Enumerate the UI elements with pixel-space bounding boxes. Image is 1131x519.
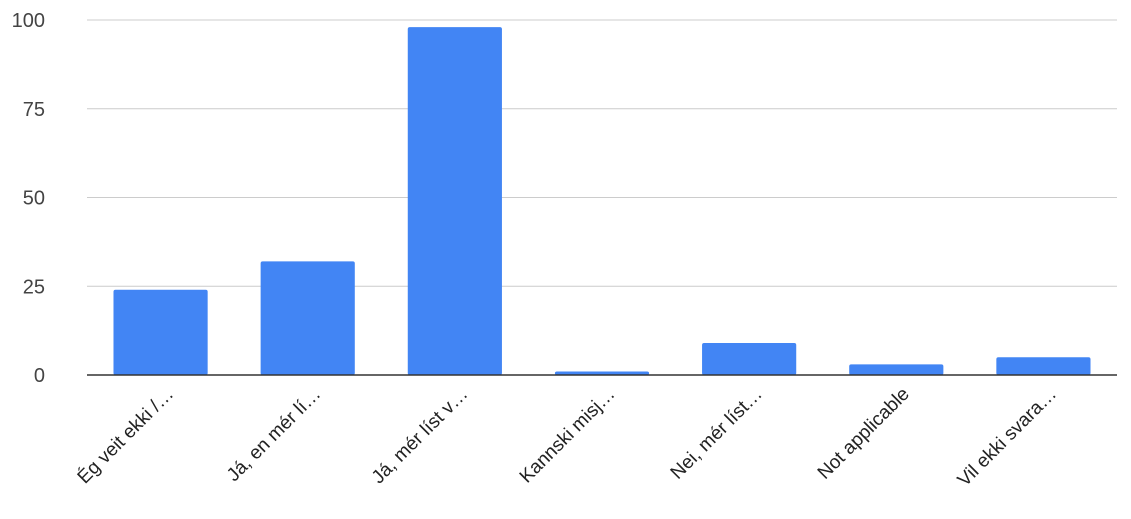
x-category-label: Ég veit ekki /…	[74, 384, 178, 488]
x-category-label: Not applicable	[814, 384, 914, 484]
y-tick-label: 0	[34, 365, 45, 387]
bar	[260, 261, 355, 375]
bar	[702, 343, 797, 375]
x-axis-labels: Ég veit ekki /… Já, en mér lí… Já, mér lís…	[74, 384, 1061, 491]
x-category-label: Nei, mér líst…	[667, 384, 767, 484]
x-category-label: Já, en mér lí…	[223, 384, 325, 486]
y-tick-label: 25	[23, 276, 45, 298]
bar	[113, 289, 208, 375]
y-tick-label: 75	[23, 99, 45, 121]
y-tick-label: 50	[23, 188, 45, 210]
bar	[554, 371, 650, 375]
bar	[849, 364, 944, 375]
gridlines	[87, 19, 1117, 287]
x-category-label: Kannski misj…	[516, 384, 620, 488]
bar	[996, 357, 1091, 375]
y-axis-ticks: 0 25 50 75 100	[12, 10, 45, 387]
bar	[407, 27, 502, 375]
x-category-label: Já, mér líst v…	[368, 384, 472, 488]
y-tick-label: 100	[12, 10, 45, 32]
bars	[113, 27, 1091, 375]
x-category-label: Vil ekki svara…	[954, 384, 1061, 491]
